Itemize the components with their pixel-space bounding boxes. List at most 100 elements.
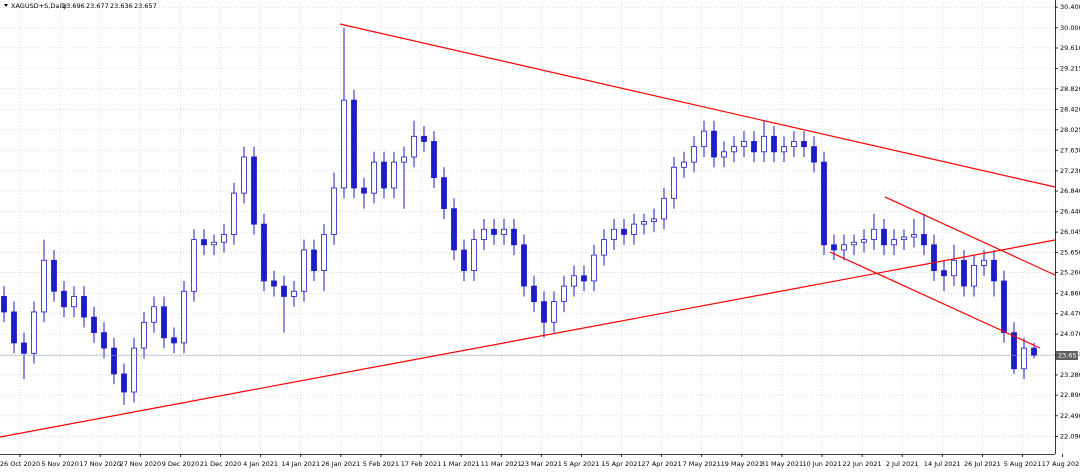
x-tick-label: 5 Feb 2021: [363, 460, 399, 468]
candle-body: [161, 306, 167, 339]
y-tick-label: 26.840: [1060, 187, 1080, 195]
candle-body: [901, 236, 907, 241]
y-tick-label: 25.650: [1060, 249, 1080, 257]
y-tick-label: 25.260: [1060, 269, 1080, 277]
x-tick-label: 14 Jan 2021: [281, 460, 320, 468]
x-tick-label: 27 Apr 2021: [641, 460, 681, 468]
candle-body: [961, 259, 967, 287]
y-tick-label: 23.280: [1060, 371, 1080, 379]
x-tick-label: 27 Nov 2020: [119, 460, 161, 468]
candle-body: [801, 141, 807, 148]
candle-body: [871, 228, 877, 241]
y-tick-label: 22.090: [1060, 432, 1080, 440]
candle-body: [311, 249, 317, 272]
candle-body: [681, 161, 687, 168]
x-tick-label: 17 Feb 2021: [401, 460, 441, 468]
y-tick-label: 24.070: [1060, 330, 1080, 338]
candle-body: [21, 342, 27, 354]
y-tick-label: 27.630: [1060, 146, 1080, 154]
candle-body: [291, 290, 297, 297]
candle-body: [771, 135, 777, 153]
y-tick-label: 30.000: [1060, 24, 1080, 32]
candle-body: [51, 259, 57, 292]
candle-body: [331, 187, 337, 235]
candle-body: [851, 241, 857, 246]
candle-body: [691, 146, 697, 163]
candle-body: [141, 321, 147, 349]
candle-body: [581, 275, 587, 282]
candle-body: [351, 99, 357, 189]
candle-body: [341, 99, 347, 189]
candle-body: [631, 223, 637, 235]
candle-body: [781, 146, 787, 153]
trend-line: [829, 251, 1041, 349]
header-icon: [4, 4, 8, 7]
candle-body: [721, 151, 727, 158]
candle-body: [151, 306, 157, 323]
y-tick-label: 24.470: [1060, 309, 1080, 317]
x-tick-label: 14 Jul 2021: [924, 460, 961, 468]
candle-body: [321, 234, 327, 272]
candle-body: [841, 244, 847, 251]
x-tick-label: 26 Jul 2021: [964, 460, 1001, 468]
candle-body: [271, 280, 277, 287]
candle-body: [191, 239, 197, 292]
candle-body: [811, 146, 817, 163]
x-tick-label: 1 Mar 2021: [443, 460, 480, 468]
x-tick-label: 23 Mar 2021: [521, 460, 562, 468]
x-tick-label: 5 Apr 2021: [563, 460, 599, 468]
candle-body: [601, 239, 607, 256]
candle-body: [861, 239, 867, 243]
x-tick-label: 19 May 2021: [721, 460, 763, 468]
candle-body: [731, 146, 737, 153]
y-tick-label: 28.820: [1060, 85, 1080, 93]
candle-body: [261, 223, 267, 282]
candle-body: [591, 254, 597, 282]
candle-body: [891, 239, 897, 246]
x-tick-label: 10 Jun 2021: [802, 460, 841, 468]
y-tick-label: 24.860: [1060, 289, 1080, 297]
candle-body: [301, 249, 307, 292]
candle-body: [31, 311, 37, 354]
trend-line: [339, 23, 1056, 188]
candle-body: [281, 285, 287, 297]
candle-body: [511, 228, 517, 246]
header: XAGUSD+S,Daily 23.696 23.677 23.636 23.657: [4, 2, 157, 10]
candle-body: [931, 244, 937, 272]
y-tick-label: 29.215: [1060, 64, 1080, 72]
candle-body: [381, 161, 387, 189]
candle-body: [131, 347, 137, 393]
candle-body: [641, 221, 647, 225]
trend-line: [0, 239, 1056, 438]
candle-body: [831, 244, 837, 251]
candle-body: [71, 296, 77, 308]
candle-body: [921, 234, 927, 246]
candle-body: [491, 228, 497, 235]
candle-body: [911, 234, 917, 238]
candle-body: [171, 337, 177, 344]
x-tick-label: 2 Jul 2021: [886, 460, 919, 468]
candle-body: [741, 141, 747, 148]
candle-body: [221, 234, 227, 243]
candle-body: [241, 156, 247, 194]
candle-body: [231, 192, 237, 235]
candle-body: [611, 228, 617, 241]
candle-body: [421, 135, 427, 142]
candle-body: [711, 130, 717, 158]
candle-body: [561, 285, 567, 303]
candle-body: [11, 311, 17, 344]
candle-body: [571, 275, 577, 287]
candle-body: [451, 208, 457, 251]
candle-body: [371, 161, 377, 194]
x-tick-label: 31 May 2021: [761, 460, 803, 468]
candle-body: [461, 249, 467, 272]
candle-body: [971, 265, 977, 287]
candle-body: [471, 239, 477, 272]
candle-body: [111, 347, 117, 375]
trend-lines: [0, 23, 1056, 438]
axes: 30.400 30.000 29.610 29.215 28.820 28.420 28.0…: [0, 3, 1080, 468]
candle-body: [651, 218, 657, 222]
candle-body: [1021, 347, 1027, 370]
candle-body: [761, 135, 767, 153]
